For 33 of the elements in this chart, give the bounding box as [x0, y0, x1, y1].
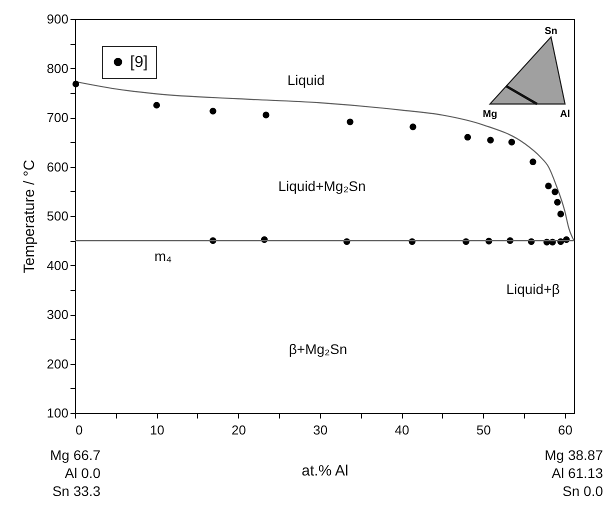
- text: Mg 66.7: [50, 446, 101, 464]
- y-tick-label: 200: [46, 356, 68, 372]
- annotation: Liquid: [287, 72, 325, 88]
- x-tick-label: 10: [150, 422, 164, 438]
- annotation: Mg: [482, 109, 498, 120]
- y-tick-label: 500: [46, 208, 68, 224]
- annotation: Al: [560, 109, 570, 120]
- annotation: Liquid+Mg₂Sn: [278, 178, 366, 194]
- x-tick-label: 60: [558, 422, 573, 438]
- y-tick-label: 700: [46, 110, 68, 125]
- annotation: m₄: [154, 248, 172, 264]
- x-tick-label: 0: [76, 422, 83, 438]
- y-tick-label: 600: [46, 159, 68, 174]
- x-axis-title: at.% Al: [302, 462, 348, 480]
- y-tick-label: 800: [46, 60, 68, 76]
- x-tick-label: 50: [476, 422, 491, 438]
- x-tick-label: 30: [313, 422, 328, 438]
- text: Sn 33.3: [51, 482, 101, 500]
- x-tick-label: 40: [394, 422, 410, 438]
- x-tick-label: 20: [232, 422, 246, 438]
- text: Sn 0.0: [562, 482, 603, 500]
- legend-label: [9]: [130, 54, 148, 71]
- text: Mg 38.87: [544, 446, 603, 464]
- y-tick-label: 400: [46, 258, 68, 273]
- text: Al 0.0: [64, 464, 101, 482]
- annotation: β+Mg₂Sn: [288, 341, 348, 357]
- annotation: Sn: [544, 26, 558, 37]
- text: Al 61.13: [550, 464, 603, 482]
- y-axis-title: Temperature / °C: [20, 160, 38, 274]
- y-tick-label: 300: [46, 307, 68, 322]
- annotation: Liquid+β: [506, 281, 560, 297]
- y-tick-label: 100: [46, 406, 68, 420]
- y-tick-label: 900: [46, 12, 68, 26]
